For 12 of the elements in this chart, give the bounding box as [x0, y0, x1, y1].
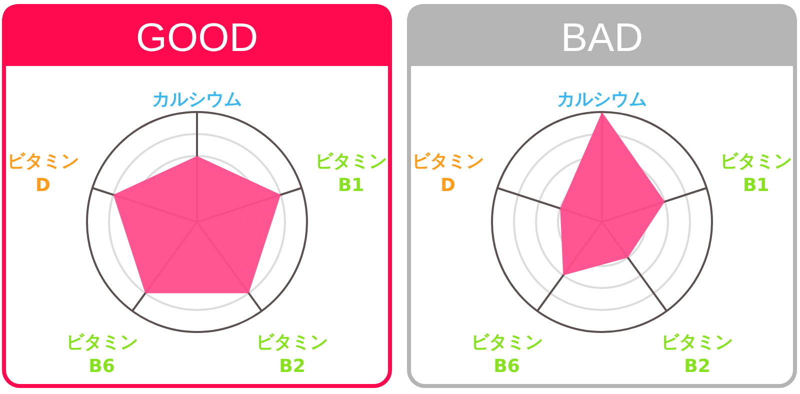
chart-title: GOOD: [136, 16, 258, 60]
spoke-label: ビタミン D: [6, 150, 79, 196]
spoke-label: カルシウム: [152, 89, 242, 110]
spoke-label: カルシウム: [557, 89, 647, 110]
spoke-label: ビタミン B2: [661, 332, 734, 378]
spoke-label: ビタミン B1: [315, 150, 388, 196]
spoke-label: ビタミン B2: [256, 332, 328, 378]
spoke-label: ビタミン D: [412, 150, 484, 196]
chart-title: BAD: [560, 16, 644, 60]
spoke-label: ビタミン B6: [470, 332, 543, 378]
spoke-label: ビタミン B1: [720, 150, 792, 196]
spoke-label: ビタミン B6: [66, 332, 138, 378]
